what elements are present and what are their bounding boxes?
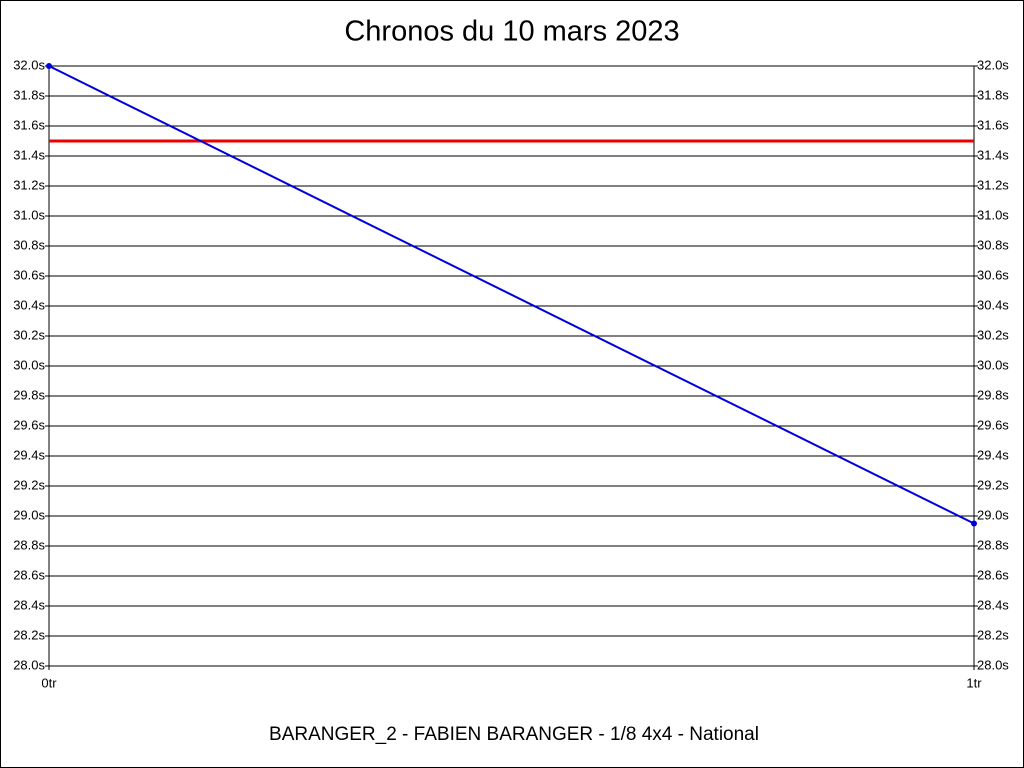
y-tick-label: 28.6s: [13, 567, 45, 582]
y-tick-label: 28.8s: [13, 537, 45, 552]
y2-tick-label: 31.0s: [977, 207, 1009, 222]
y2-tick-label: 30.0s: [977, 357, 1009, 372]
y2-tick-label: 29.8s: [977, 387, 1009, 402]
point: [971, 520, 977, 527]
y2-tick-label: 28.0s: [977, 657, 1009, 672]
y-tick-label: 29.8s: [13, 387, 45, 402]
y-tick-label: 29.4s: [13, 447, 45, 462]
y2-tick-label: 28.8s: [977, 537, 1009, 552]
series-line: [48, 65, 975, 525]
y2-tick-label: 30.8s: [977, 237, 1009, 252]
y2-tick-label: 32.0s: [977, 57, 1009, 72]
y-tick-label: 30.2s: [13, 327, 45, 342]
y-tick-label: 30.8s: [13, 237, 45, 252]
y2-tick-label: 29.4s: [977, 447, 1009, 462]
y2-tick-label: 28.6s: [977, 567, 1009, 582]
y2-tick-label: 29.2s: [977, 477, 1009, 492]
y2-tick-label: 30.2s: [977, 327, 1009, 342]
y-tick-label: 30.4s: [13, 297, 45, 312]
y2-tick-label: 29.0s: [977, 507, 1009, 522]
y-tick-label: 32.0s: [13, 57, 45, 72]
y2-tick-label: 31.6s: [977, 117, 1009, 132]
y-tick-label: 31.6s: [13, 117, 45, 132]
y-tick-label: 31.4s: [13, 147, 45, 162]
y-tick-label: 29.6s: [13, 417, 45, 432]
x-axis-title: BARANGER_2 - FABIEN BARANGER - 1/8 4x4 -…: [269, 724, 759, 745]
x-tick-label: 1tr: [966, 675, 982, 690]
point: [46, 63, 52, 69]
y2-tick-label: 28.2s: [977, 627, 1009, 642]
y2-tick-label: 30.6s: [977, 267, 1009, 282]
y2-tick-label: 31.4s: [977, 147, 1009, 162]
y-tick-label: 29.0s: [13, 507, 45, 522]
y-tick-label: 30.6s: [13, 267, 45, 282]
y2-tick-label: 29.6s: [977, 417, 1009, 432]
y-tick-label: 31.0s: [13, 207, 45, 222]
y2-tick-label: 31.8s: [977, 87, 1009, 102]
y-tick-label: 28.0s: [13, 657, 45, 672]
y-tick-label: 31.2s: [13, 177, 45, 192]
x-tick-label: 0tr: [41, 675, 57, 690]
y-tick-label: 31.8s: [13, 87, 45, 102]
y2-tick-label: 30.4s: [977, 297, 1009, 312]
y2-tick-label: 31.2s: [977, 177, 1009, 192]
y-tick-label: 30.0s: [13, 357, 45, 372]
y2-tick-label: 28.4s: [977, 597, 1009, 612]
chart-title: Chronos du 10 mars 2023: [344, 16, 679, 48]
y-tick-label: 28.2s: [13, 627, 45, 642]
y-tick-label: 29.2s: [13, 477, 45, 492]
y-tick-label: 28.4s: [13, 597, 45, 612]
